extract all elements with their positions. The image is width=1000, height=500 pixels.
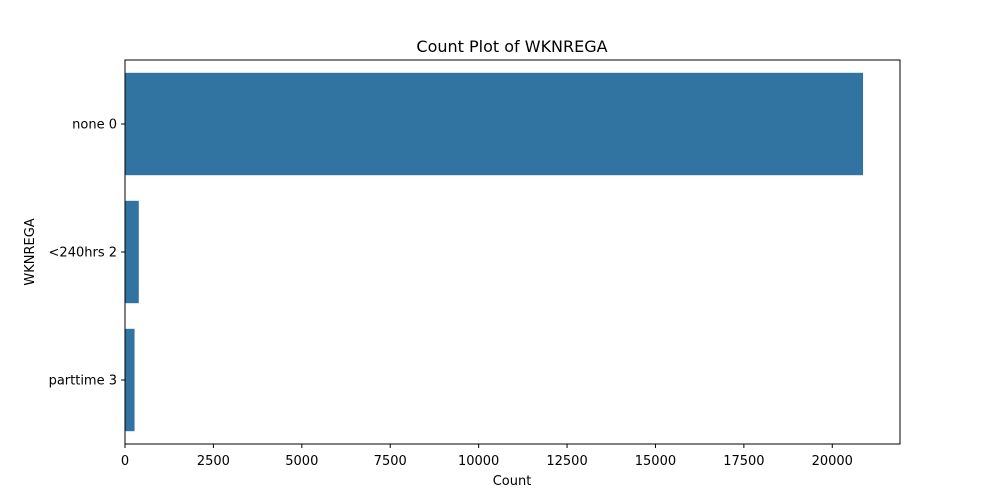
bar-1 bbox=[125, 200, 139, 304]
y-tick-label-1: <240hrs 2 bbox=[49, 246, 117, 261]
y-tick-label-2: parttime 3 bbox=[49, 374, 117, 389]
x-tick-label-4: 10000 bbox=[458, 454, 499, 469]
x-tick-label-8: 20000 bbox=[812, 454, 853, 469]
x-tick-label-3: 7500 bbox=[374, 454, 407, 469]
y-axis-label: WKNREGA bbox=[23, 218, 38, 285]
bar-2 bbox=[125, 328, 135, 432]
x-tick-label-1: 2500 bbox=[197, 454, 230, 469]
bars-group bbox=[125, 72, 864, 432]
x-tick-label-2: 5000 bbox=[285, 454, 318, 469]
x-tick-label-7: 17500 bbox=[723, 454, 764, 469]
y-tick-label-0: none 0 bbox=[72, 118, 117, 133]
x-axis-label: Count bbox=[493, 474, 532, 489]
x-tick-label-5: 12500 bbox=[546, 454, 587, 469]
plot-frame bbox=[124, 59, 901, 445]
bar-0 bbox=[125, 72, 864, 176]
y-axis: none 0 <240hrs 2 parttime 3 bbox=[49, 118, 125, 389]
x-axis: 0 2500 5000 7500 10000 12500 15000 17500 20000 bbox=[121, 444, 853, 469]
x-tick-label-6: 15000 bbox=[635, 454, 676, 469]
x-tick-label-0: 0 bbox=[121, 454, 129, 469]
chart-title: Count Plot of WKNREGA bbox=[416, 37, 607, 56]
